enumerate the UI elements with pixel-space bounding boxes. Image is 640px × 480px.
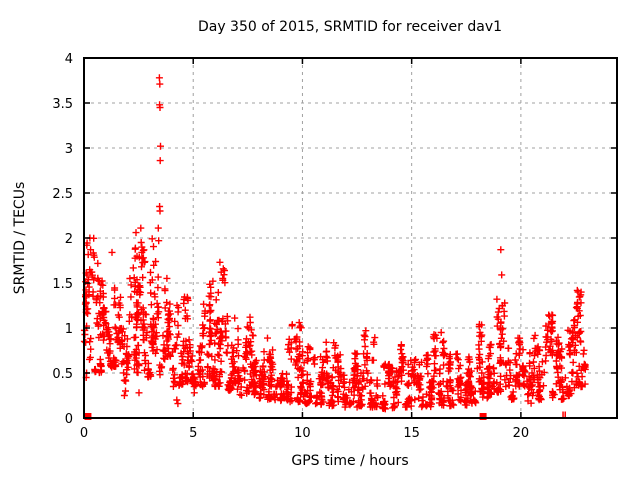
chart-title: Day 350 of 2015, SRMTID for receiver dav…: [198, 19, 502, 35]
x-axis-label: GPS time / hours: [291, 453, 408, 469]
svg-text:2: 2: [65, 232, 73, 247]
svg-text:0.5: 0.5: [52, 367, 73, 382]
svg-text:4: 4: [65, 52, 73, 67]
svg-text:2.5: 2.5: [52, 187, 73, 202]
svg-text:5: 5: [189, 426, 197, 441]
svg-text:15: 15: [403, 426, 420, 441]
tick-labels: 0 5 10 15 20 0 0.5 1 1.5 2 2.5 3 3.5 4: [52, 52, 529, 441]
svg-text:1.5: 1.5: [52, 277, 73, 292]
svg-text:20: 20: [513, 426, 530, 441]
svg-text:10: 10: [294, 426, 311, 441]
svg-text:3: 3: [65, 142, 73, 157]
svg-text:0: 0: [65, 412, 73, 427]
axes-and-ticks: [83, 57, 618, 419]
svg-text:3.5: 3.5: [52, 97, 73, 112]
grid-lines: [84, 58, 617, 418]
svg-text:1: 1: [65, 322, 73, 337]
y-axis-label: SRMTID / TECUs: [12, 182, 28, 295]
svg-text:0: 0: [80, 426, 88, 441]
scatter-points-layer: [80, 74, 589, 420]
